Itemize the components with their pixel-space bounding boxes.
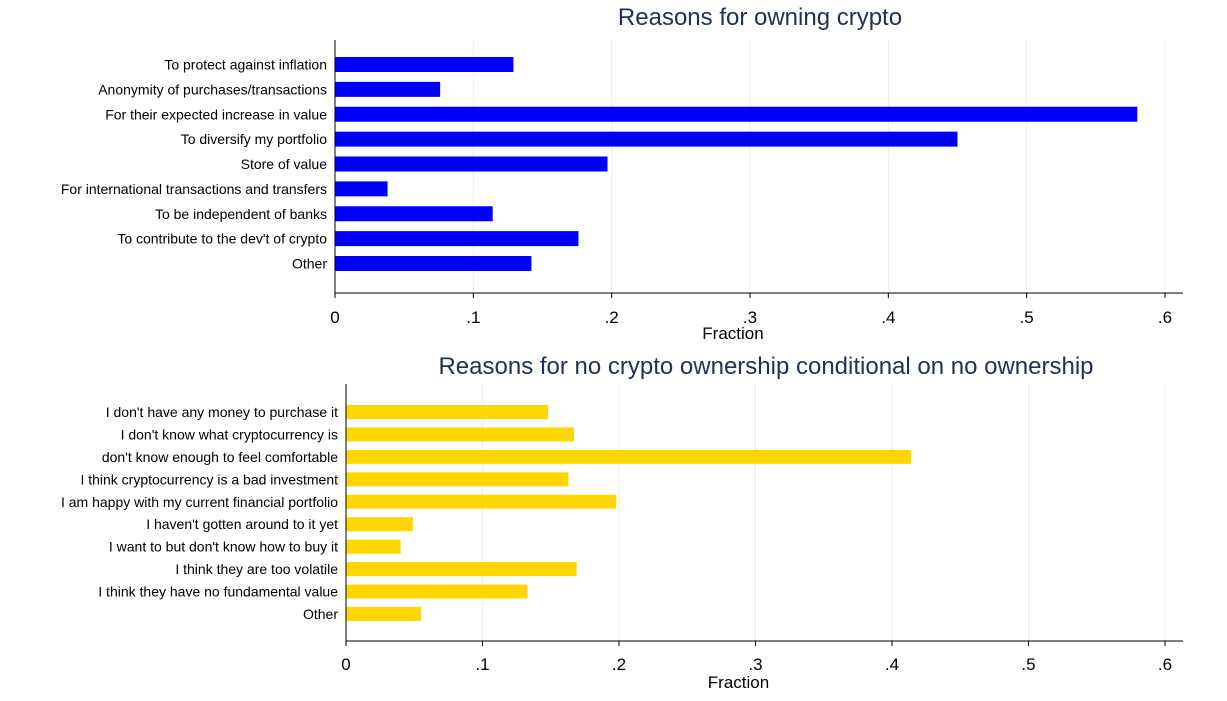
- x-tick-label: 0: [341, 655, 350, 674]
- x-tick-label: .5: [1020, 308, 1034, 327]
- x-tick-label: 0: [330, 308, 339, 327]
- category-label: Anonymity of purchases/transactions: [98, 81, 327, 97]
- category-label: To diversify my portfolio: [181, 131, 327, 147]
- bar: [346, 539, 401, 554]
- bar: [346, 405, 549, 419]
- chart-title: Reasons for no crypto ownership conditio…: [438, 353, 1093, 380]
- category-label: I haven't gotten around to it yet: [146, 516, 338, 532]
- bar: [346, 517, 413, 532]
- x-tick-label: .6: [1158, 308, 1172, 327]
- bar: [335, 57, 514, 72]
- category-label: Other: [303, 606, 338, 622]
- category-label: To be independent of banks: [155, 206, 327, 222]
- x-tick-label: .4: [881, 308, 895, 327]
- bar: [346, 449, 912, 464]
- category-label: I am happy with my current financial por…: [61, 494, 338, 510]
- category-label: For international transactions and trans…: [61, 181, 327, 197]
- x-tick-label: .3: [748, 655, 762, 674]
- x-tick-label: .5: [1021, 655, 1035, 674]
- category-label: To contribute to the dev't of crypto: [117, 231, 327, 247]
- bar: [346, 606, 422, 621]
- bar: [335, 106, 1138, 122]
- category-label: Store of value: [241, 156, 328, 172]
- x-tick-label: .3: [743, 308, 757, 327]
- category-label: don't know enough to feel comfortable: [102, 449, 338, 465]
- x-tick-label: .2: [605, 308, 619, 327]
- category-label: I think they are too volatile: [175, 561, 338, 577]
- bar: [335, 181, 388, 197]
- x-tick-label: .1: [475, 655, 489, 674]
- bar: [335, 131, 958, 147]
- category-label: I don't know what cryptocurrency is: [121, 426, 338, 442]
- category-label: To protect against inflation: [164, 57, 327, 73]
- bar: [335, 81, 441, 97]
- bar: [346, 494, 617, 509]
- chart-title: Reasons for owning crypto: [618, 4, 902, 31]
- bar: [346, 562, 577, 577]
- x-axis-label: Fraction: [702, 324, 763, 343]
- x-tick-label: .6: [1158, 655, 1172, 674]
- bar: [346, 584, 528, 599]
- bar: [335, 206, 493, 222]
- bar: [346, 472, 569, 487]
- x-tick-label: .4: [885, 655, 899, 674]
- bar: [335, 256, 532, 271]
- bar: [335, 231, 579, 247]
- x-axis-label: Fraction: [708, 673, 769, 692]
- category-label: I think cryptocurrency is a bad investme…: [80, 471, 338, 487]
- category-label: I don't have any money to purchase it: [106, 404, 338, 420]
- category-label: Other: [292, 256, 327, 272]
- bar: [346, 427, 574, 442]
- category-label: I think they have no fundamental value: [98, 584, 338, 600]
- x-tick-label: .1: [466, 308, 480, 327]
- category-label: I want to but don't know how to buy it: [109, 539, 338, 555]
- x-tick-label: .2: [612, 655, 626, 674]
- bar: [335, 156, 608, 172]
- category-label: For their expected increase in value: [105, 106, 327, 122]
